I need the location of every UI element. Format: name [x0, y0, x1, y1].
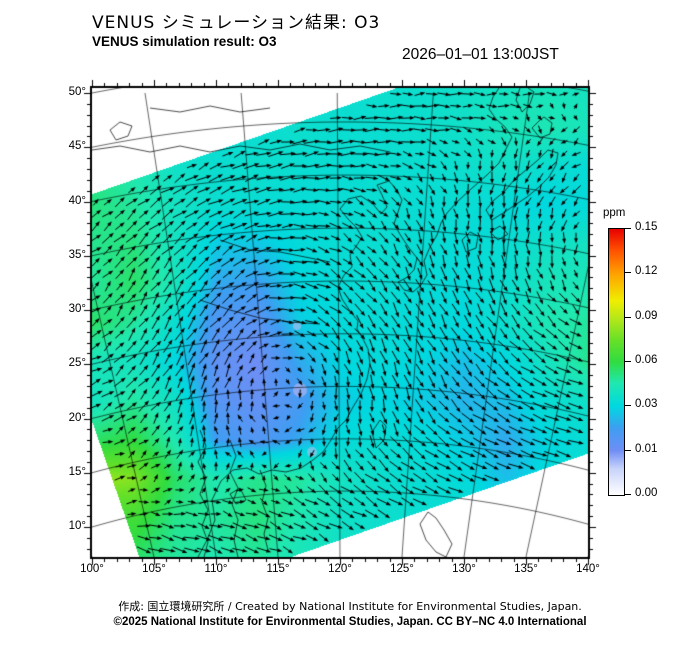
- colorbar-tick-label: 0.03: [635, 398, 658, 411]
- colorbar-tick-label: 0.09: [635, 309, 658, 322]
- colorbar-tick: [625, 449, 631, 451]
- colorbar-tick: [625, 361, 631, 362]
- japanese-title: VENUS シミュレーション結果: O3: [92, 13, 381, 33]
- lon-tick-label: 105°: [142, 563, 166, 575]
- colorbar-tick: [625, 316, 631, 318]
- lon-tick-label: 100°: [80, 563, 104, 575]
- lat-tick-label: 20°: [68, 411, 86, 424]
- credit-line-copyright: ©2025 National Institute for Environment…: [113, 616, 587, 628]
- lon-tick-label: 130°: [452, 563, 476, 575]
- colorbar-tick-label: 0.00: [635, 487, 658, 499]
- colorbar-tick-label: 0.06: [635, 354, 658, 366]
- lat-tick-label: 50°: [68, 86, 86, 98]
- lon-tick-label: 110°: [204, 563, 228, 575]
- lat-tick-label: 35°: [68, 248, 86, 261]
- lat-tick-label: 30°: [68, 303, 86, 315]
- lat-tick-label: 40°: [68, 194, 86, 207]
- colorbar-unit-label: ppm: [603, 207, 626, 219]
- lon-tick-label: 115°: [266, 563, 290, 575]
- lon-tick-label: 135°: [514, 563, 538, 575]
- english-subtitle: VENUS simulation result: O3: [92, 34, 277, 49]
- colorbar-tick: [625, 494, 631, 495]
- lat-tick-label: 45°: [68, 140, 86, 153]
- lat-tick-label: 10°: [68, 520, 86, 532]
- colorbar-tick-label: 0.12: [635, 265, 658, 278]
- timestamp-label: 2026–01–01 13:00JST: [402, 46, 559, 63]
- colorbar-tick: [625, 272, 631, 274]
- colorbar-tick-label: 0.01: [635, 442, 658, 455]
- lon-tick-label: 120°: [328, 563, 352, 575]
- credit-line-japanese-english: 作成: 国立環境研究所 / Created by National Instit…: [118, 600, 582, 613]
- lon-tick-label: 125°: [390, 563, 414, 575]
- colorbar-tick: [625, 228, 631, 229]
- lon-tick-label: 140°: [576, 563, 600, 575]
- lat-tick-label: 15°: [68, 465, 86, 478]
- colorbar-tick-label: 0.15: [635, 221, 658, 233]
- colorbar-tick: [625, 405, 631, 407]
- colorbar: [608, 228, 625, 496]
- lat-tick-label: 25°: [68, 357, 86, 370]
